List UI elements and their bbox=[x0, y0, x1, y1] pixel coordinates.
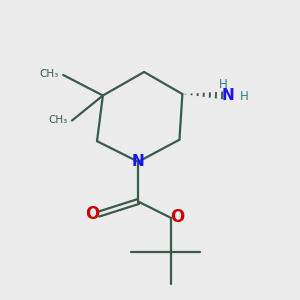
Text: N: N bbox=[222, 88, 234, 103]
Text: CH₃: CH₃ bbox=[40, 69, 59, 79]
Text: O: O bbox=[85, 205, 99, 223]
Text: H: H bbox=[219, 78, 228, 91]
Text: N: N bbox=[132, 154, 145, 169]
Text: H: H bbox=[240, 91, 249, 103]
Text: CH₃: CH₃ bbox=[48, 115, 68, 125]
Text: O: O bbox=[170, 208, 184, 226]
